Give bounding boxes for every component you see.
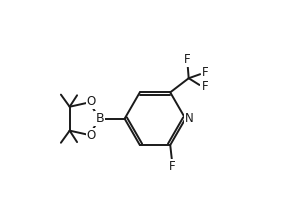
Text: F: F [169, 160, 175, 173]
Text: O: O [87, 95, 96, 108]
Text: F: F [184, 53, 191, 66]
Text: N: N [185, 112, 193, 125]
Text: F: F [201, 80, 208, 93]
Text: B: B [95, 112, 104, 125]
Text: O: O [87, 129, 96, 142]
Text: F: F [202, 66, 209, 79]
